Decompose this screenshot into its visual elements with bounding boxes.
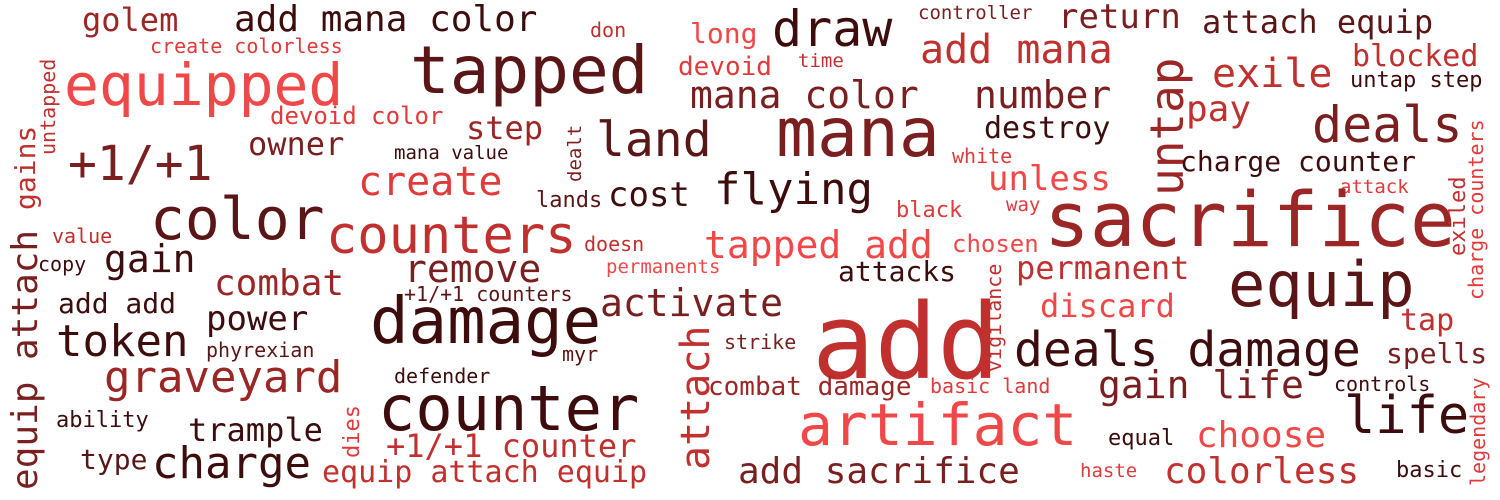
cloud-word: strike [724,330,797,354]
cloud-word: draw [772,0,893,58]
cloud-word: permanent [1016,249,1190,287]
cloud-word: phyrexian [206,338,315,362]
cloud-word: life [1344,386,1470,446]
cloud-word: damage [370,285,602,359]
cloud-word: +1/+1 counter [386,427,637,465]
cloud-word: add [812,281,1000,403]
cloud-word: create colorless [150,34,343,58]
cloud-word: way [1006,194,1041,216]
cloud-word: add mana [920,27,1113,73]
cloud-word: charge counters [1464,119,1488,300]
cloud-word: step [466,109,544,147]
cloud-word: artifact [798,391,1078,459]
cloud-word: chosen [952,230,1039,258]
cloud-word: remove [404,247,542,291]
cloud-word: flying [714,164,873,215]
cloud-word: exile [1212,51,1333,97]
cloud-word: tapped add [704,223,933,267]
cloud-word: pay [1186,89,1252,130]
cloud-word: gain life [1098,363,1304,407]
cloud-word: mana [776,94,940,173]
cloud-word: legendary [1466,377,1490,486]
cloud-word: spells [1386,337,1488,370]
cloud-word: equip attach equip [322,455,648,490]
cloud-word: blocked [1352,39,1479,74]
cloud-word: don [590,18,627,42]
cloud-word: deals [1312,96,1463,154]
cloud-word: long [690,17,758,50]
cloud-word: power [206,299,309,339]
cloud-word: +1/+1 [68,136,213,192]
cloud-word: white [952,144,1013,168]
cloud-word: permanents [606,256,721,278]
cloud-word: mana value [394,142,509,164]
cloud-word: basic [1396,458,1463,483]
cloud-word: basic land [930,374,1051,398]
cloud-word: sacrifice [1044,175,1456,264]
cloud-word: value [52,224,113,248]
cloud-word: gains [9,125,42,210]
cloud-word: tapped [410,32,649,109]
cloud-word: golem [82,1,179,39]
cloud-word: land [596,112,712,168]
cloud-word: myr [562,342,599,366]
cloud-word: equipped [64,51,344,119]
cloud-word: counter [378,372,640,445]
cloud-word: choose [1196,415,1327,456]
cloud-word: add sacrifice [738,451,1020,492]
cloud-word: number [974,73,1112,117]
cloud-word: devoid color [270,102,444,130]
cloud-word: equal [1108,426,1175,451]
cloud-word: cost [608,175,690,215]
cloud-word: create [358,159,503,205]
cloud-word: untap step [1350,68,1483,93]
cloud-word: colorless [1164,451,1360,492]
cloud-word: type [80,443,148,476]
cloud-word: doesn [584,232,645,256]
cloud-word: destroy [984,111,1111,146]
cloud-word: attacks [838,255,957,288]
cloud-word: black [896,198,963,223]
cloud-word: time [798,50,844,72]
cloud-word: owner [248,125,345,163]
cloud-word: discard [1040,287,1175,325]
cloud-word: equip attach [5,229,46,490]
cloud-word: charge counter [1180,145,1417,178]
cloud-word: combat damage [708,372,912,402]
cloud-word: counters [326,206,577,266]
cloud-word: defender [394,364,491,388]
cloud-word: copy [38,252,87,276]
cloud-word: mana color [690,73,919,117]
cloud-word: unless [988,159,1111,199]
cloud-word: controller [918,2,1033,24]
cloud-word: gain [104,237,196,281]
cloud-word: tap [1400,303,1455,338]
cloud-word: haste [1080,460,1138,482]
cloud-word: +1/+1 counters [404,282,573,306]
cloud-word: color [150,185,325,253]
cloud-word: charge [152,438,311,489]
cloud-word: activate [600,281,784,325]
cloud-word: equip [1228,248,1415,321]
cloud-word: combat [214,263,345,304]
cloud-word: untap [1140,57,1194,196]
cloud-word: vigilance [982,263,1006,372]
cloud-word: attach equip [1202,3,1434,41]
cloud-word: add add [58,287,177,320]
cloud-word: dies [340,405,365,458]
cloud-word: trample [188,411,323,449]
cloud-word: devoid [678,52,772,82]
cloud-word: return [1058,0,1181,37]
cloud-word: token [56,316,189,367]
cloud-word: graveyard [104,352,343,403]
cloud-word: attach [673,325,719,471]
cloud-word: ability [56,408,149,433]
cloud-word: dealt [564,124,586,182]
cloud-word: add mana color [234,0,538,40]
cloud-word: deals damage [1014,322,1361,378]
cloud-word: controls [1334,372,1431,396]
cloud-word: attack [1340,176,1409,198]
cloud-word: lands [536,188,603,213]
